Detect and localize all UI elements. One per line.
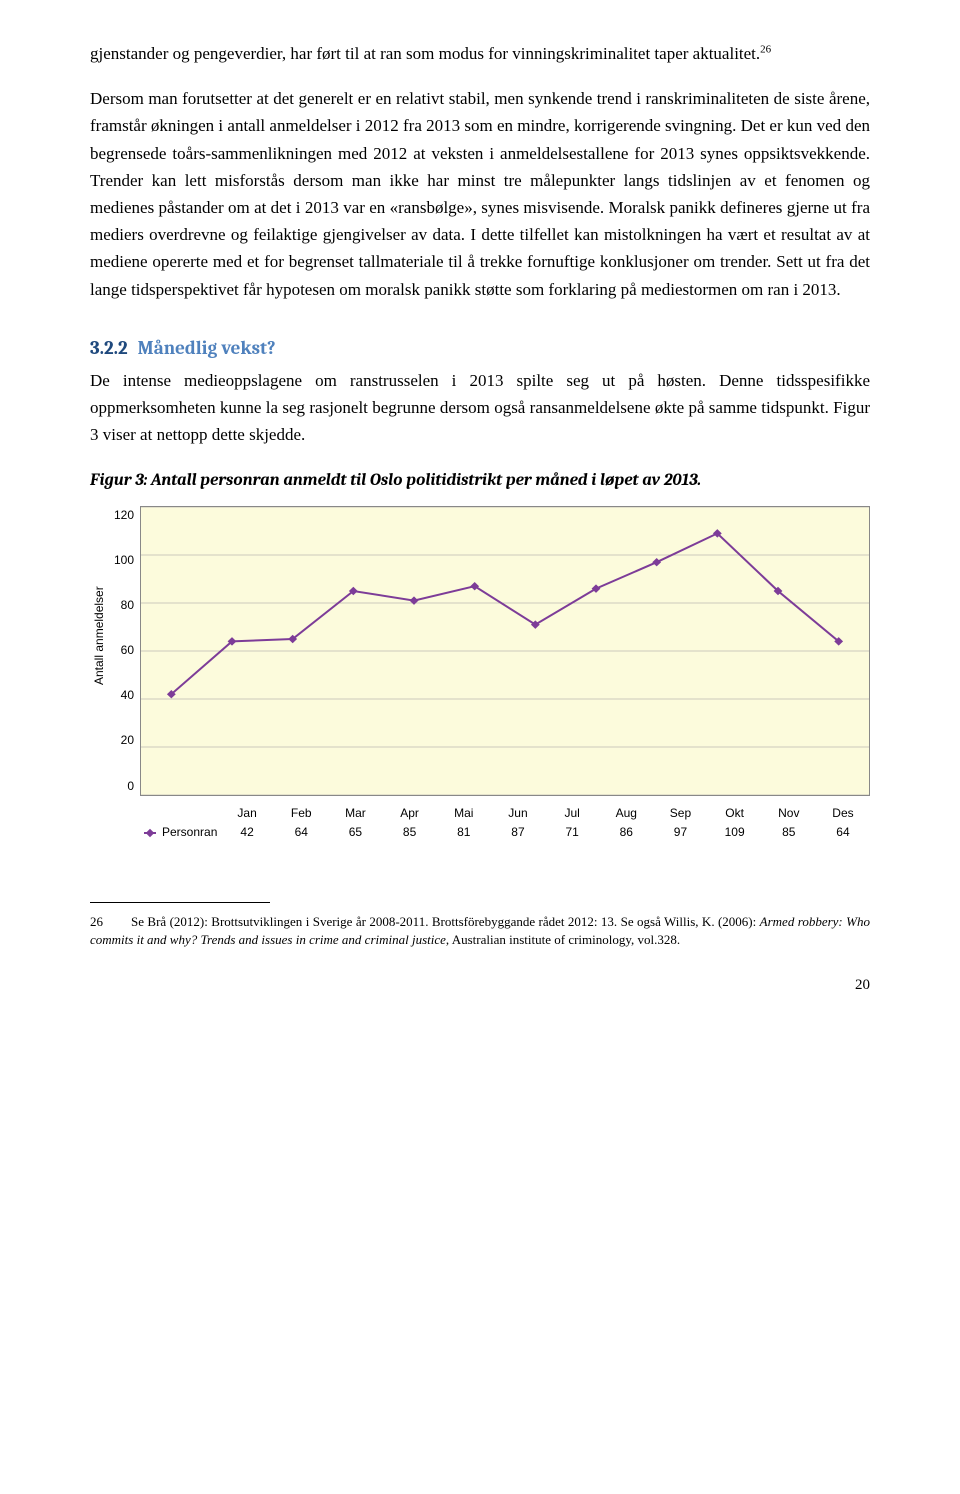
y-axis-ticks: 120 100 80 60 40 20 0 — [108, 506, 140, 796]
value-cell: 85 — [762, 823, 816, 842]
section-heading: 3.2.2 Månedlig vekst? — [90, 333, 870, 363]
value-cell: 81 — [437, 823, 491, 842]
category-cell: Jul — [545, 804, 599, 823]
section-title: Månedlig vekst? — [138, 337, 276, 359]
category-cell: Nov — [762, 804, 816, 823]
chart-svg — [141, 507, 869, 795]
value-cell: 86 — [599, 823, 653, 842]
category-cell: Sep — [653, 804, 707, 823]
footnote-number: 26 — [90, 914, 103, 929]
value-cell: 85 — [383, 823, 437, 842]
y-tick: 40 — [108, 686, 134, 705]
legend-marker-icon — [144, 832, 156, 834]
value-cell: 109 — [708, 823, 762, 842]
chart-plot-area — [140, 506, 870, 796]
chart-data-table: JanFebMarAprMaiJunJulAugSepOktNovDes Per… — [90, 804, 870, 842]
value-cell: 97 — [653, 823, 707, 842]
y-axis-label: Antall anmeldelser — [90, 506, 108, 796]
category-cell: Jan — [220, 804, 274, 823]
y-tick: 80 — [108, 596, 134, 615]
category-cell: Mai — [437, 804, 491, 823]
line-chart: Antall anmeldelser 120 100 80 60 40 20 0 JanFe… — [90, 506, 870, 842]
footnote-ref-26: 26 — [760, 43, 771, 55]
footnote-text-1: Se Brå (2012): Brottsutviklingen i Sveri… — [131, 914, 760, 929]
value-cell: 64 — [816, 823, 870, 842]
intro-text: gjenstander og pengeverdier, har ført ti… — [90, 44, 760, 63]
value-cell: 65 — [328, 823, 382, 842]
value-cell: 87 — [491, 823, 545, 842]
y-tick: 20 — [108, 731, 134, 750]
footnote-text-2: , Australian institute of criminology, v… — [446, 932, 680, 947]
category-cell: Aug — [599, 804, 653, 823]
y-tick: 100 — [108, 551, 134, 570]
figure-caption: Figur 3: Antall personran anmeldt til Os… — [90, 467, 870, 494]
footnote-26: 26 Se Brå (2012): Brottsutviklingen i Sve… — [90, 913, 870, 948]
intro-fragment: gjenstander og pengeverdier, har ført ti… — [90, 40, 870, 67]
category-cell: Mar — [328, 804, 382, 823]
page-number: 20 — [90, 973, 870, 997]
value-cell: 71 — [545, 823, 599, 842]
section-paragraph: De intense medieoppslagene om ranstrusse… — [90, 367, 870, 449]
value-cell: 64 — [274, 823, 328, 842]
chart-value-row: Personran 4264658581877186971098564 — [140, 823, 870, 842]
category-cell: Apr — [383, 804, 437, 823]
value-cell: 42 — [220, 823, 274, 842]
series-legend: Personran — [140, 823, 220, 842]
y-tick: 120 — [108, 506, 134, 525]
category-cell: Jun — [491, 804, 545, 823]
section-number: 3.2.2 — [90, 337, 128, 359]
y-tick: 60 — [108, 641, 134, 660]
footnote-separator — [90, 902, 270, 903]
y-tick: 0 — [108, 777, 134, 796]
series-name: Personran — [162, 823, 217, 842]
category-cell: Okt — [708, 804, 762, 823]
category-cell: Feb — [274, 804, 328, 823]
chart-category-row: JanFebMarAprMaiJunJulAugSepOktNovDes — [140, 804, 870, 823]
category-cell: Des — [816, 804, 870, 823]
main-paragraph: Dersom man forutsetter at det generelt e… — [90, 85, 870, 303]
